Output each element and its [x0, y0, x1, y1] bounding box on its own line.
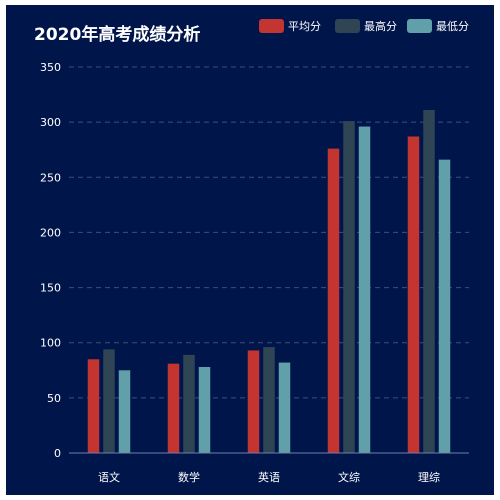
bar-1-5[interactable]: [407, 136, 420, 454]
bar-3-4[interactable]: [358, 126, 371, 453]
y-tick-label: 50: [47, 392, 61, 405]
bar-3-1[interactable]: [118, 370, 131, 453]
bar-2-4[interactable]: [343, 121, 355, 453]
x-tick-label: 文综: [338, 470, 360, 484]
bar-3-2[interactable]: [198, 366, 211, 453]
grid-lines: [69, 66, 469, 399]
legend-swatch: [335, 19, 360, 33]
bar-2-3[interactable]: [263, 347, 275, 453]
legend[interactable]: 平均分 最高分 最低分: [259, 19, 469, 33]
bars: [87, 110, 451, 454]
legend-item-2[interactable]: 最高分: [335, 19, 397, 33]
bar-1-4[interactable]: [327, 148, 340, 453]
chart-title: 2020年高考成绩分析: [34, 24, 200, 45]
bar-2-2[interactable]: [183, 354, 195, 453]
bar-3-3[interactable]: [278, 362, 291, 453]
y-tick-label: 150: [40, 282, 61, 295]
x-tick-label: 英语: [258, 470, 280, 484]
bar-2-5[interactable]: [423, 110, 435, 454]
legend-item-3[interactable]: 最低分: [407, 19, 469, 33]
legend-label: 最高分: [364, 19, 397, 33]
y-tick-label: 200: [40, 226, 61, 239]
x-tick-label: 数学: [178, 470, 200, 484]
x-axis: 语文 数学 英语 文综 理综: [69, 452, 469, 484]
legend-swatch: [259, 19, 284, 33]
legend-label: 平均分: [288, 20, 321, 33]
bar-1-1[interactable]: [87, 359, 100, 453]
bar-3-5[interactable]: [438, 159, 451, 453]
legend-swatch: [407, 19, 432, 33]
bar-1-2[interactable]: [167, 363, 180, 453]
y-tick-label: 350: [40, 61, 61, 74]
bar-1-3[interactable]: [247, 350, 260, 453]
x-tick-label: 语文: [98, 470, 120, 484]
x-tick-label: 理综: [418, 470, 440, 484]
y-tick-label: 0: [54, 447, 61, 460]
y-tick-label: 300: [40, 116, 61, 129]
y-tick-label: 100: [40, 337, 61, 350]
legend-label: 最低分: [436, 20, 469, 33]
legend-item-1[interactable]: 平均分: [259, 19, 321, 33]
y-tick-label: 250: [40, 171, 61, 184]
bar-2-1[interactable]: [103, 349, 115, 453]
y-axis: 0 50 100 150 200 250 300 350: [40, 61, 61, 460]
